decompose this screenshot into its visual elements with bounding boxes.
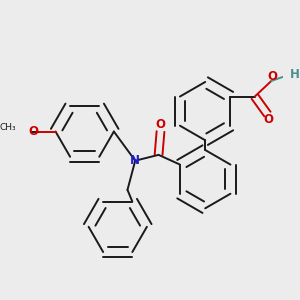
Text: O: O	[267, 70, 277, 83]
Text: O: O	[263, 113, 273, 126]
Text: O: O	[155, 118, 166, 131]
Text: H: H	[290, 68, 299, 81]
Text: CH₃: CH₃	[0, 123, 16, 132]
Text: N: N	[130, 154, 140, 167]
Text: O: O	[28, 125, 38, 138]
